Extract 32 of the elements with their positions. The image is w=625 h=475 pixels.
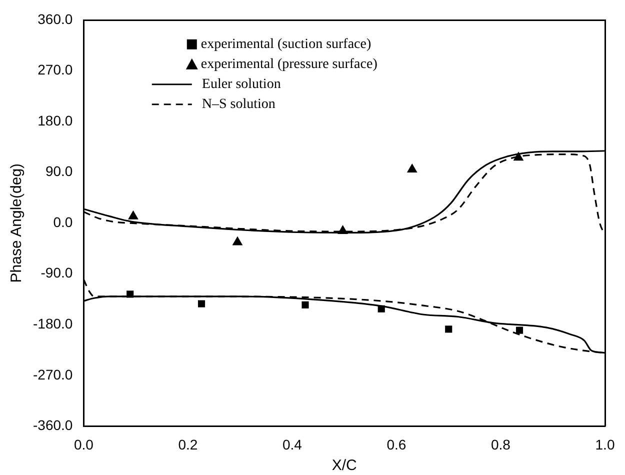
point <box>232 236 243 246</box>
y-tick-label: -270.0 <box>32 366 73 382</box>
x-tick-label: 0.0 <box>74 436 94 452</box>
x-tick-label: 1.0 <box>595 436 615 452</box>
y-tick-label: -180.0 <box>32 316 73 332</box>
x-tick-label: 0.2 <box>178 436 198 452</box>
x-tick-label: 0.6 <box>386 436 406 452</box>
y-tick-label: -90.0 <box>40 264 73 281</box>
x-axis-title: X/C <box>332 457 358 474</box>
y-tick-label: 90.0 <box>45 163 73 180</box>
point <box>445 326 452 333</box>
legend-label: N–S solution <box>202 97 276 112</box>
legend-label: Euler solution <box>202 77 281 92</box>
x-tick-label: 0.8 <box>491 436 511 452</box>
point <box>302 301 309 308</box>
legend-label: experimental (pressure surface) <box>200 57 378 72</box>
legend-label: experimental (suction surface) <box>200 37 372 52</box>
point <box>378 305 385 312</box>
point <box>338 225 348 234</box>
y-tick-label: 270.0 <box>38 62 73 78</box>
x-tick-label: 0.4 <box>282 436 302 452</box>
point <box>128 210 138 220</box>
y-tick-label: 360.0 <box>38 10 73 27</box>
y-tick-label: -360.0 <box>32 417 73 434</box>
point <box>198 300 206 308</box>
point <box>406 164 418 173</box>
point <box>126 290 134 298</box>
y-tick-label: 180.0 <box>38 112 73 128</box>
y-tick-label: 0.0 <box>53 214 73 230</box>
point <box>516 326 524 334</box>
y-axis-title: Phase Angle(deg) <box>8 163 26 283</box>
point <box>513 152 524 161</box>
